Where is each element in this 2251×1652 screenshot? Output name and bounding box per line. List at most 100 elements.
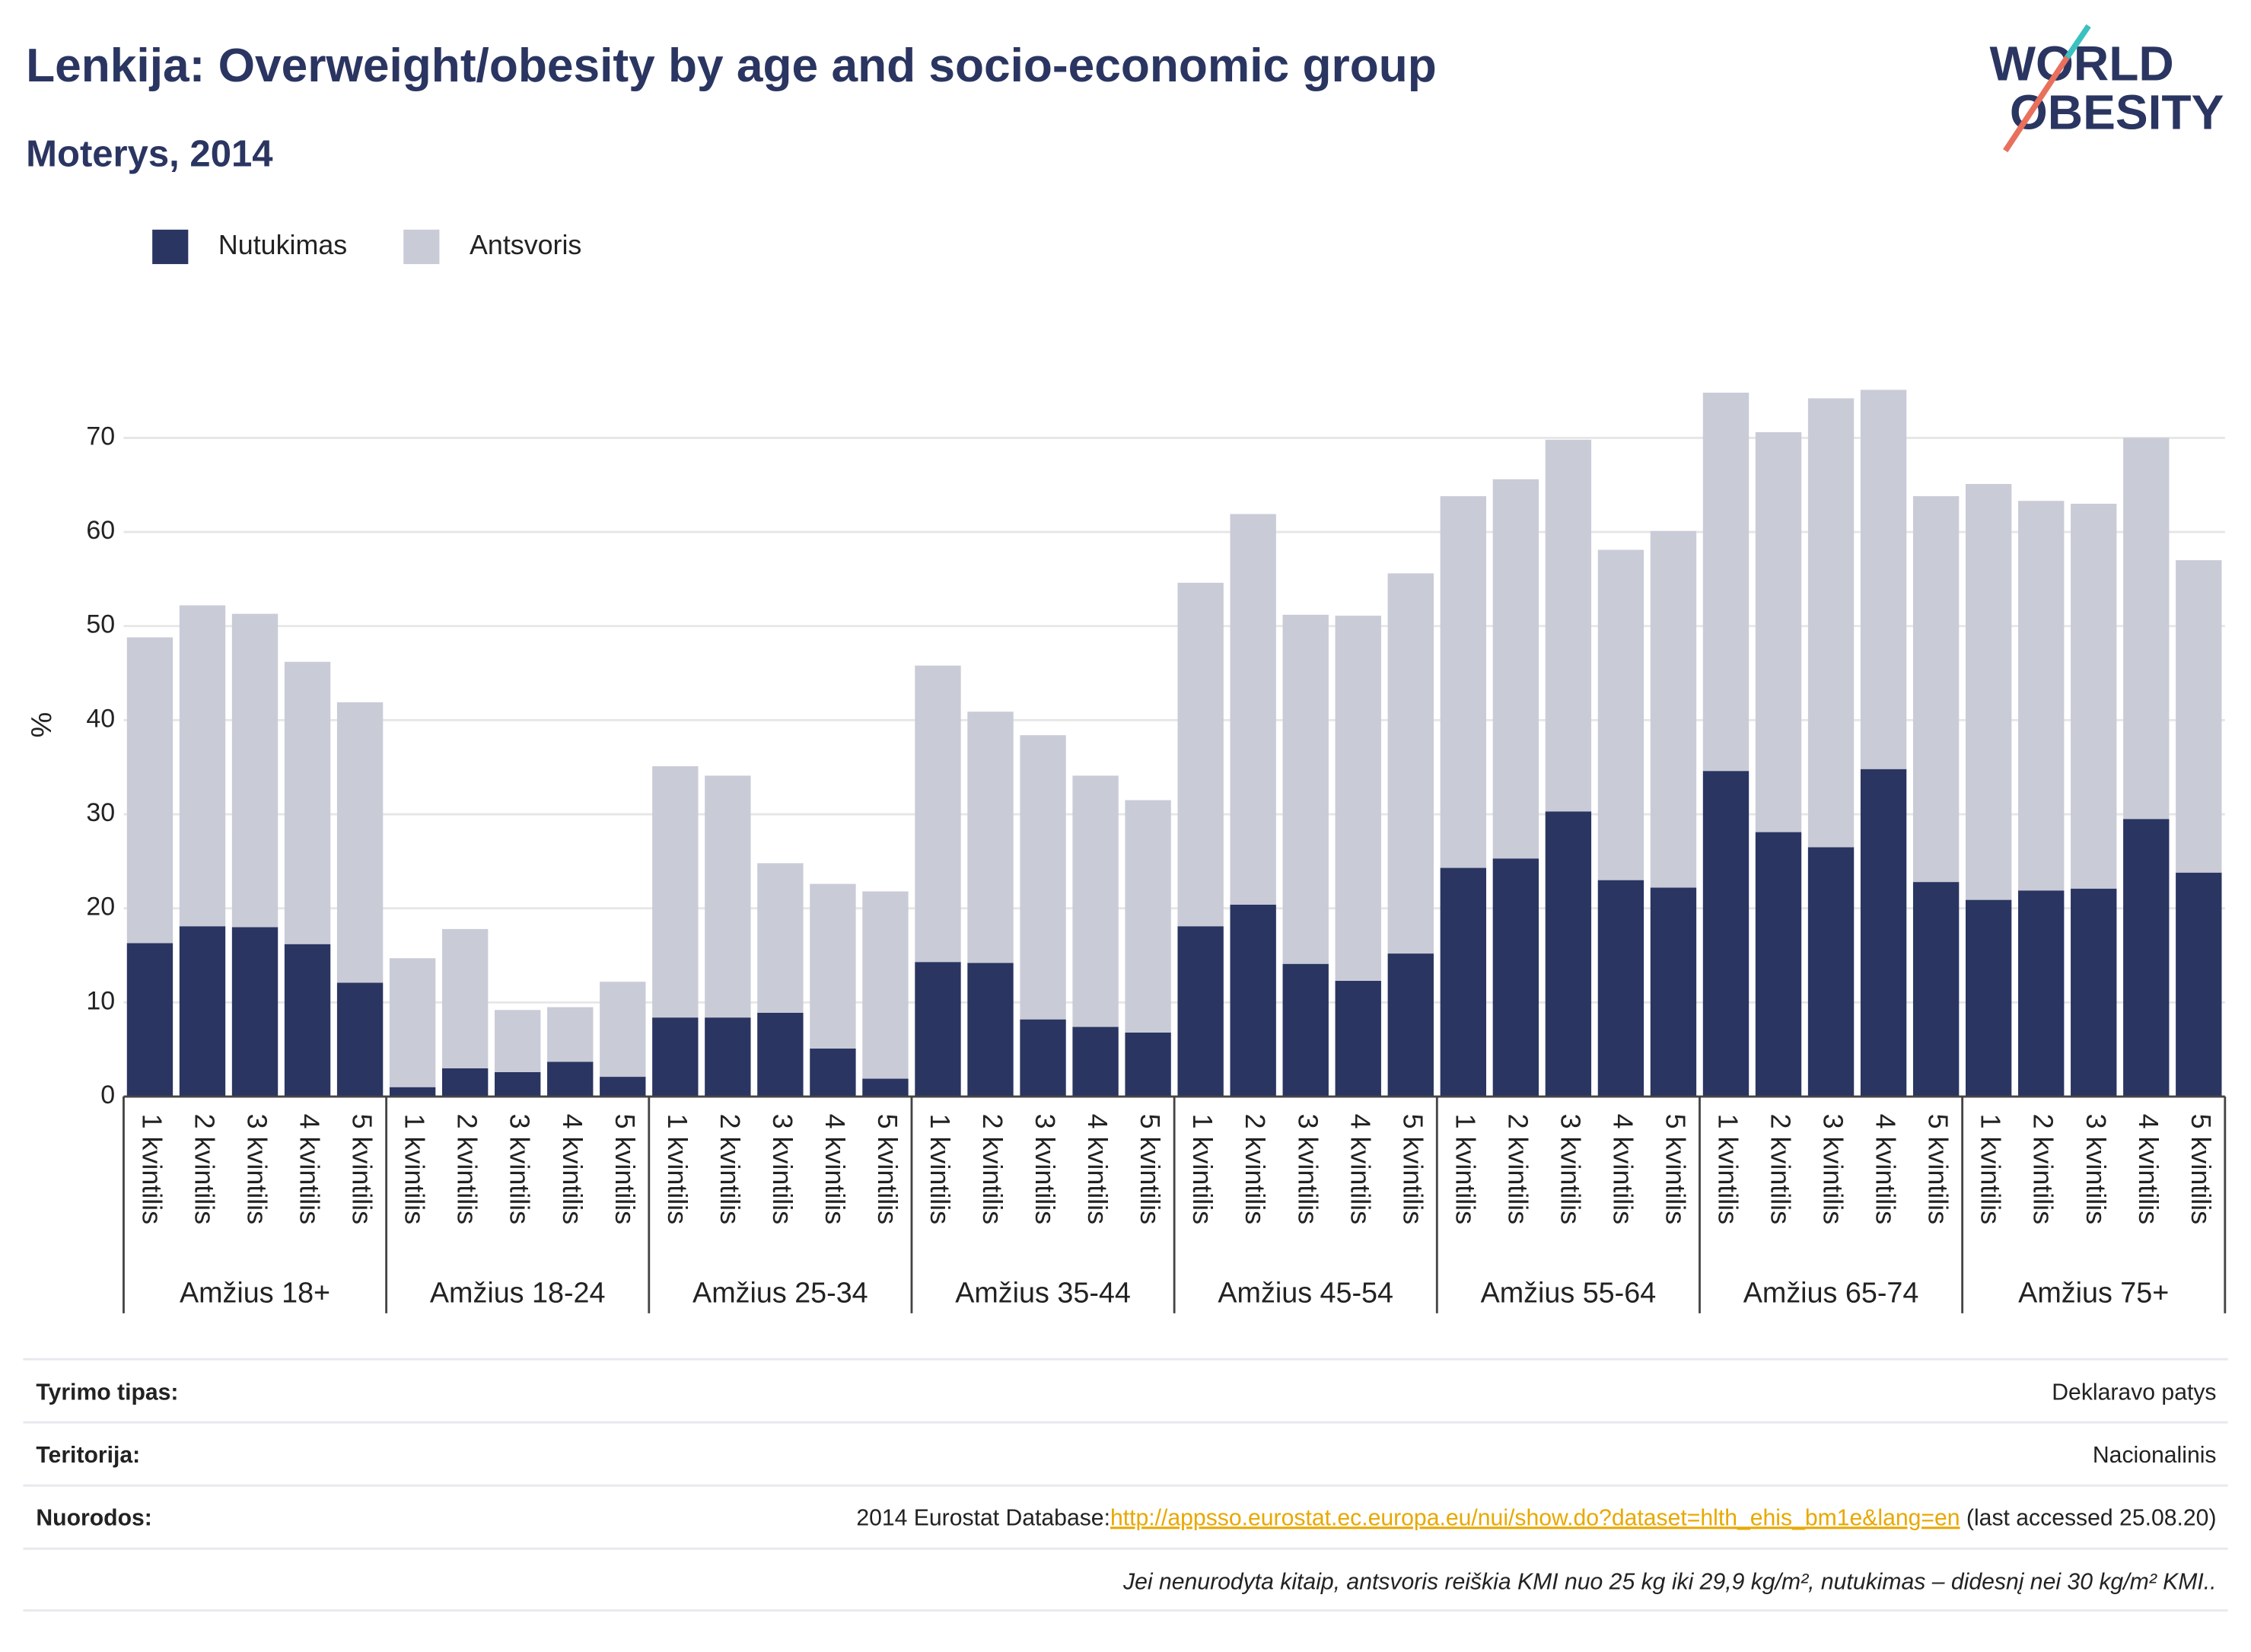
x-tick-label: 4 kvintilis: [1871, 1114, 1901, 1224]
bar-segment: [1860, 390, 1907, 769]
bar-segment: [1807, 847, 1855, 1097]
legend-label: Antsvoris: [470, 230, 581, 260]
bar-segment: [757, 863, 804, 1013]
x-tick-label: 1 kvintilis: [1187, 1114, 1218, 1224]
x-tick-label: 2 kvintilis: [452, 1114, 482, 1224]
bar-segment: [705, 1017, 751, 1097]
bar-segment: [1335, 616, 1381, 981]
group-label: Amžius 55-64: [1481, 1276, 1657, 1308]
bar-segment: [2071, 888, 2117, 1097]
bar-segment: [810, 883, 856, 1049]
bar-segment: [1177, 926, 1224, 1097]
bar-segment: [1020, 1019, 1066, 1097]
x-tick-label: 2 kvintilis: [977, 1114, 1008, 1224]
bar-segment: [1387, 953, 1434, 1097]
footer-label: Nuorodos:: [36, 1505, 151, 1530]
footer-label: Tyrimo tipas:: [36, 1380, 178, 1405]
x-tick-label: 5 kvintilis: [2186, 1114, 2216, 1224]
bar-segment: [231, 927, 279, 1097]
bar-segment: [1387, 573, 1434, 954]
bar-segment: [1230, 904, 1276, 1097]
bar-segment: [1282, 963, 1329, 1097]
y-tick-label: 30: [86, 798, 115, 827]
group-label: Amžius 18+: [180, 1276, 330, 1308]
bar-segment: [1177, 582, 1224, 927]
bar-segment: [1440, 867, 1486, 1097]
bar-segment: [1912, 882, 1960, 1097]
bar-segment: [757, 1012, 804, 1097]
bar-segment: [1755, 832, 1802, 1097]
x-tick-label: 4 kvintilis: [1607, 1114, 1638, 1224]
bar-segment: [2176, 872, 2222, 1097]
x-tick-label: 3 kvintilis: [1818, 1114, 1848, 1224]
x-tick-label: 1 kvintilis: [400, 1114, 430, 1224]
bar-segment: [915, 665, 961, 963]
bar-segment: [1282, 614, 1329, 964]
bar-segment: [1492, 479, 1539, 859]
bar-segment: [495, 1071, 541, 1097]
bar-segment: [2018, 890, 2065, 1097]
x-tick-label: 3 kvintilis: [505, 1114, 535, 1224]
bar-segment: [547, 1007, 594, 1062]
x-tick-label: 3 kvintilis: [1030, 1114, 1060, 1224]
x-tick-label: 3 kvintilis: [1555, 1114, 1585, 1224]
group-label: Amžius 25-34: [692, 1276, 868, 1308]
bar-segment: [915, 962, 961, 1097]
footer-value: 2014 Eurostat Database:http://appsso.eur…: [856, 1505, 2216, 1530]
bar-segment: [1492, 858, 1539, 1097]
bar-segment: [1912, 496, 1960, 883]
footer-value: Nacionalinis: [2093, 1443, 2217, 1468]
y-tick-label: 60: [86, 516, 115, 545]
logo-slash: [2065, 24, 2091, 59]
group-label: Amžius 75+: [2018, 1276, 2169, 1308]
x-tick-label: 1 kvintilis: [925, 1114, 955, 1224]
x-tick-label: 3 kvintilis: [767, 1114, 798, 1224]
bar-segment: [231, 613, 279, 928]
y-tick-label: 10: [86, 986, 115, 1015]
x-tick-label: 5 kvintilis: [1397, 1114, 1428, 1224]
y-tick-label: 50: [86, 610, 115, 639]
bar-segment: [1125, 1032, 1171, 1097]
logo: WORLD OBESITY: [1989, 24, 2224, 153]
bar-segment: [2176, 560, 2222, 873]
bar-segment: [1125, 800, 1171, 1033]
bar-segment: [495, 1010, 541, 1072]
bar-segment: [1650, 887, 1697, 1097]
bar-segment: [1755, 431, 1802, 832]
y-tick-label: 40: [86, 704, 115, 733]
y-tick-label: 70: [86, 422, 115, 450]
logo-slash: [2003, 56, 2070, 153]
bar-segment: [2018, 501, 2065, 891]
bar-segment: [441, 928, 489, 1068]
x-tick-label: 3 kvintilis: [1292, 1114, 1323, 1224]
bar-segment: [284, 661, 331, 944]
chart-title: Lenkija: Overweight/obesity by age and s…: [26, 40, 1437, 92]
bar-segment: [1072, 1027, 1119, 1097]
bar-segment: [810, 1048, 856, 1097]
x-tick-label: 1 kvintilis: [136, 1114, 167, 1224]
x-tick-label: 4 kvintilis: [2133, 1114, 2163, 1224]
footer-value: Deklaravo patys: [2052, 1380, 2216, 1405]
bar-segment: [862, 1078, 909, 1097]
bar-segment: [1597, 880, 1644, 1097]
bar-segment: [862, 891, 909, 1079]
bar-segment: [1702, 771, 1750, 1097]
footer-value-part: 2014 Eurostat Database:: [856, 1505, 1110, 1530]
footnote: Jei nenurodyta kitaip, antsvoris reiškia…: [1122, 1569, 2216, 1594]
bar-segment: [389, 958, 436, 1087]
bar-segment: [441, 1068, 489, 1097]
x-tick-label: 5 kvintilis: [347, 1114, 377, 1224]
chart-subtitle: Moterys, 2014: [26, 134, 272, 175]
x-tick-label: 1 kvintilis: [662, 1114, 692, 1224]
bar-segment: [1965, 899, 2012, 1097]
x-tick-label: 4 kvintilis: [1345, 1114, 1375, 1224]
bar-segment: [1440, 496, 1486, 868]
footer-label: Teritorija:: [36, 1443, 140, 1468]
group-label: Amžius 18-24: [430, 1276, 606, 1308]
bar-segment: [967, 963, 1014, 1097]
bar-segment: [600, 982, 646, 1077]
bar-segment: [1650, 530, 1697, 888]
footer-value-part: Nacionalinis: [2093, 1443, 2217, 1468]
bar-segment: [389, 1087, 436, 1097]
bar-segment: [2123, 438, 2170, 820]
